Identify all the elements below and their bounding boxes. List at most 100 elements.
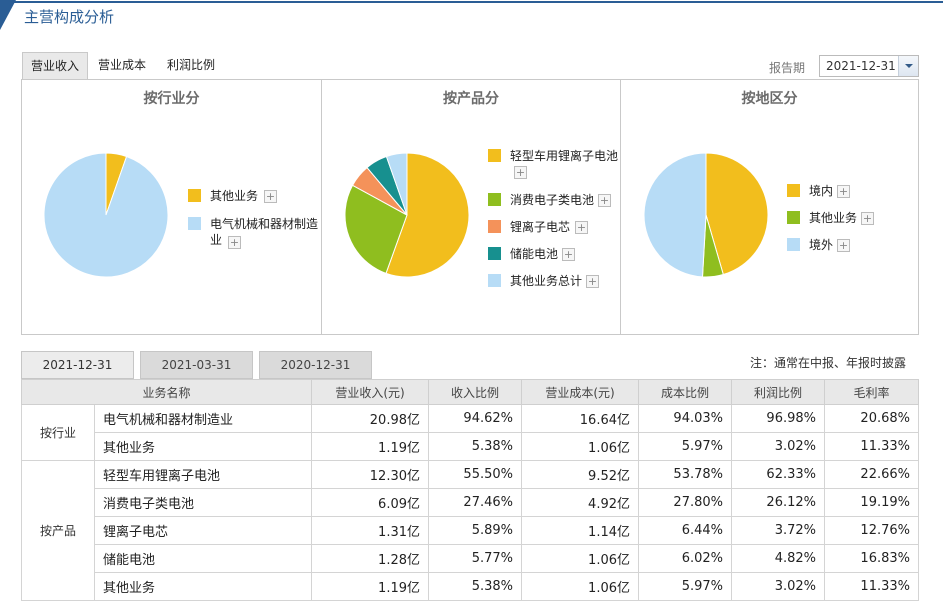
pie-slice[interactable] xyxy=(344,184,408,274)
value-cell: 1.31亿 xyxy=(311,516,429,545)
value-cell: 9.52亿 xyxy=(521,460,639,489)
value-cell: 5.77% xyxy=(428,544,522,573)
business-name-cell: 轻型车用锂离子电池 xyxy=(94,460,312,489)
expand-plus-icon[interactable]: + xyxy=(837,239,850,252)
pie-slice[interactable] xyxy=(385,152,470,278)
table-header-row: 业务名称 营业收入(元) 收入比例 营业成本(元) 成本比例 利润比例 毛利率 xyxy=(21,379,919,405)
date-tab-2020-12-31[interactable]: 2020-12-31 xyxy=(259,351,372,379)
column-header: 营业收入(元) xyxy=(311,379,429,405)
business-name-cell: 消费电子类电池 xyxy=(94,488,312,517)
value-cell: 3.72% xyxy=(731,516,825,545)
value-cell: 1.06亿 xyxy=(521,572,639,601)
value-cell: 12.76% xyxy=(824,516,919,545)
value-cell: 4.92亿 xyxy=(521,488,639,517)
value-cell: 20.98亿 xyxy=(311,404,429,433)
tab-revenue[interactable]: 营业收入 xyxy=(22,52,88,79)
value-cell: 53.78% xyxy=(638,460,732,489)
value-cell: 96.98% xyxy=(731,404,825,433)
pie-slice[interactable] xyxy=(705,152,769,276)
table-row: 其他业务 1.19亿 5.38% 1.06亿 5.97% 3.02% 11.33% xyxy=(22,432,919,461)
group-label: 按产品 xyxy=(21,460,95,601)
period-value: 2021-12-31 xyxy=(826,59,896,73)
pie-slice[interactable] xyxy=(385,152,408,216)
expand-plus-icon[interactable]: + xyxy=(861,212,874,225)
value-cell: 4.82% xyxy=(731,544,825,573)
value-cell: 19.19% xyxy=(824,488,919,517)
expand-plus-icon[interactable]: + xyxy=(598,194,611,207)
legend-swatch xyxy=(488,247,501,260)
legend-swatch xyxy=(488,274,501,287)
value-cell: 16.64亿 xyxy=(521,404,639,433)
tab-profit-ratio[interactable]: 利润比例 xyxy=(167,58,216,72)
value-cell: 1.06亿 xyxy=(521,544,639,573)
panel-title: 按行业分 xyxy=(143,91,200,107)
legend-swatch xyxy=(787,211,800,224)
legend-swatch xyxy=(488,220,501,233)
table-row: 锂离子电芯 1.31亿 5.89% 1.14亿 6.44% 3.72% 12.76% xyxy=(22,516,919,545)
group-label: 按行业 xyxy=(21,404,95,461)
value-cell: 3.02% xyxy=(731,572,825,601)
table-row: 储能电池 1.28亿 5.77% 1.06亿 6.02% 4.82% 16.83% xyxy=(22,544,919,573)
column-header: 营业成本(元) xyxy=(521,379,639,405)
value-cell: 6.09亿 xyxy=(311,488,429,517)
panel-industry: 按行业分 其他业务 + 电气机械和器材制造业 + xyxy=(22,80,321,334)
legend-swatch xyxy=(188,217,201,230)
expand-plus-icon[interactable]: + xyxy=(562,248,575,261)
value-cell: 27.46% xyxy=(428,488,522,517)
value-cell: 22.66% xyxy=(824,460,919,489)
legend-label: 锂离子电芯 xyxy=(510,220,571,234)
table-row: 其他业务 1.19亿 5.38% 1.06亿 5.97% 3.02% 11.33% xyxy=(22,572,919,601)
business-name-cell: 锂离子电芯 xyxy=(94,516,312,545)
table-row: 按行业 电气机械和器材制造业 20.98亿 94.62% 16.64亿 94.03% 96.… xyxy=(21,404,919,461)
date-tab-2021-03-31[interactable]: 2021-03-31 xyxy=(140,351,253,379)
chevron-down-icon[interactable] xyxy=(898,56,918,76)
legend-label: 轻型车用锂离子电池 xyxy=(510,149,619,163)
legend-swatch xyxy=(188,189,201,202)
expand-plus-icon[interactable]: + xyxy=(837,185,850,198)
expand-plus-icon[interactable]: + xyxy=(264,190,277,203)
value-cell: 27.80% xyxy=(638,488,732,517)
expand-plus-icon[interactable]: + xyxy=(586,275,599,288)
expand-plus-icon[interactable]: + xyxy=(228,236,241,249)
tab-cost[interactable]: 营业成本 xyxy=(98,58,147,72)
value-cell: 94.62% xyxy=(428,404,522,433)
business-name-cell: 其他业务 xyxy=(94,432,312,461)
legend-label: 境外 xyxy=(809,238,834,252)
table-row: 按产品 轻型车用锂离子电池 12.30亿 55.50% 9.52亿 53.78% 62.33… xyxy=(21,460,919,601)
value-cell: 6.44% xyxy=(638,516,732,545)
value-cell: 94.03% xyxy=(638,404,732,433)
header-rule xyxy=(10,1,943,3)
value-cell: 62.33% xyxy=(731,460,825,489)
business-name-cell: 其他业务 xyxy=(94,572,312,601)
disclosure-note: 注：通常在中报、年报时披露 xyxy=(750,356,907,370)
header-accent xyxy=(0,0,16,30)
expand-plus-icon[interactable]: + xyxy=(575,221,588,234)
section-title: 主营构成分析 xyxy=(24,8,115,26)
value-cell: 5.38% xyxy=(428,432,522,461)
value-cell: 1.19亿 xyxy=(311,572,429,601)
panel-region: 按地区分 境内 + 其他业务 + 境外 + xyxy=(620,80,918,334)
column-header: 业务名称 xyxy=(21,379,312,405)
legend-swatch xyxy=(488,193,501,206)
legend-swatch xyxy=(787,184,800,197)
legend-label: 电气机械和器材制造业 xyxy=(210,217,319,247)
period-label: 报告期 xyxy=(769,61,806,75)
panel-product: 按产品分 轻型车用锂离子电池 + 消费电子类电池 + 锂离子电芯 + 储能电池 … xyxy=(321,80,620,334)
legend-label: 其他业务 xyxy=(210,189,259,203)
value-cell: 3.02% xyxy=(731,432,825,461)
pie-charts-area: 按行业分 其他业务 + 电气机械和器材制造业 + 按产品分 轻型车用锂离子电池 … xyxy=(21,79,919,335)
expand-plus-icon[interactable]: + xyxy=(514,166,527,179)
legend-label: 消费电子类电池 xyxy=(510,193,595,207)
legend-label: 其他业务 xyxy=(809,211,858,225)
period-select[interactable]: 2021-12-31 xyxy=(819,55,919,77)
value-cell: 1.14亿 xyxy=(521,516,639,545)
table-row: 消费电子类电池 6.09亿 27.46% 4.92亿 27.80% 26.12% 19.19… xyxy=(22,488,919,517)
pie-slice[interactable] xyxy=(643,152,707,278)
legend-swatch xyxy=(488,149,501,162)
pie-slice[interactable] xyxy=(43,152,169,278)
value-cell: 20.68% xyxy=(824,404,919,433)
column-header: 利润比例 xyxy=(731,379,825,405)
value-cell: 55.50% xyxy=(428,460,522,489)
value-cell: 11.33% xyxy=(824,572,919,601)
date-tab-2021-12-31[interactable]: 2021-12-31 xyxy=(21,351,134,379)
